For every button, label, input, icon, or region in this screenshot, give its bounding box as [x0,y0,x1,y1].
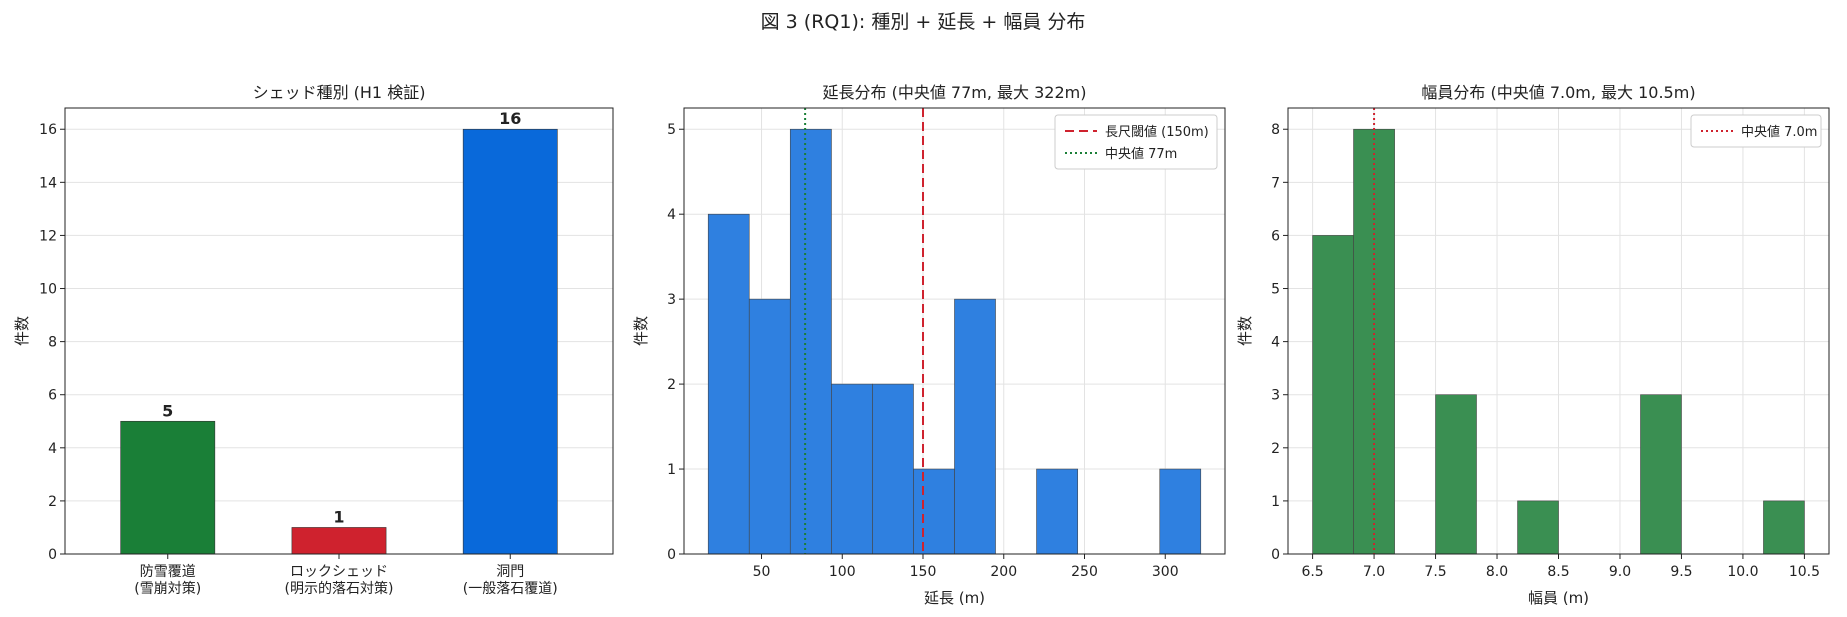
figure-title: 図 3 (RQ1): 種別 + 延長 + 幅員 分布 [761,11,1086,33]
y-tick-label: 10 [39,282,57,298]
bar-value-label: 5 [162,401,173,420]
x-tick-label: 100 [829,564,856,580]
x-tick-label: 300 [1152,564,1179,580]
y-tick-label: 2 [48,494,57,510]
legend: 中央値 7.0m [1690,114,1822,148]
y-tick-label: 3 [1271,388,1280,404]
panel-shed-type: 0 2 4 6 8 10 12 14 16 5 防雪覆道(雪崩対策) 1 ロックシェッド(明示的落石対策… [13,83,614,597]
y-tick-label: 5 [1271,282,1280,298]
histogram-bar [831,383,873,555]
histogram-bar [1353,128,1395,555]
histogram-bar [1640,394,1682,555]
y-tick-label: 4 [667,207,676,223]
y-tick-label: 5 [667,122,676,138]
x-tick-label: 150 [910,564,937,580]
bar-value-label: 1 [333,507,344,526]
plot-frame [683,107,1226,555]
y-tick-label: 1 [1271,494,1280,510]
x-tick-label: 6.5 [1301,564,1323,580]
legend-entry: 中央値 77m [1105,146,1177,162]
histogram-bar [913,468,955,555]
y-tick-label: 1 [667,462,676,478]
x-axis-label: 延長 (m) [924,589,985,607]
x-tick-label: 洞門 [496,564,524,580]
histogram-bar [1312,235,1354,555]
y-tick-label: 6 [48,388,57,404]
y-tick-label: 2 [1271,441,1280,457]
histogram-bar [1435,394,1477,555]
y-tick-label: 2 [667,377,676,393]
x-tick-label: 防雪覆道 [140,564,196,580]
x-tick-label: 8.5 [1547,564,1569,580]
x-tick-label: 10.5 [1789,564,1820,580]
x-tick-label: 7.0 [1363,564,1385,580]
y-tick-label: 7 [1271,175,1280,191]
x-tick-label: 9.5 [1670,564,1692,580]
histogram-bar [707,213,750,555]
x-tick-label: 200 [990,564,1017,580]
bar [291,527,387,555]
histogram-bar [954,298,996,555]
x-tick-label: 50 [753,564,771,580]
y-axis-label: 件数 [632,316,650,346]
histogram-bar [1036,468,1079,555]
y-tick-label: 0 [667,547,676,563]
bar [120,420,216,555]
x-tick-label: ロックシェッド [290,564,388,580]
x-tick-label: 9.0 [1609,564,1631,580]
histogram-bar [1159,468,1202,555]
histogram-bar [872,383,914,555]
histogram-bar [1763,500,1805,555]
plot-frame [1287,107,1830,555]
y-axis-label: 件数 [1236,316,1254,346]
bar [462,128,558,555]
y-tick-label: 0 [48,547,57,563]
y-tick-label: 8 [1271,122,1280,138]
y-tick-label: 8 [48,335,57,351]
legend: 長尺閾値 (150m) 中央値 77m [1054,114,1218,170]
legend-entry: 長尺閾値 (150m) [1105,124,1209,140]
panel-title: 幅員分布 (中央値 7.0m, 最大 10.5m) [1421,83,1695,102]
panel-title: シェッド種別 (H1 検証) [253,83,426,102]
y-axis-label: 件数 [13,316,31,346]
legend-box [1690,114,1822,148]
panel-width-histogram: 0 1 2 3 4 5 6 7 8 6.5 7.0 7.5 8.0 8.5 9.0 9.5 10.0 10.5 中央… [1236,83,1830,607]
y-tick-label: 4 [1271,335,1280,351]
x-tick-label: (一般落石覆道) [463,581,558,597]
bar-value-label: 16 [499,109,521,128]
legend-box [1054,114,1218,170]
plot-frame [64,107,614,555]
histogram-bar [789,128,832,555]
histogram-bar [1517,500,1559,555]
x-tick-label: 8.0 [1486,564,1508,580]
y-tick-label: 6 [1271,228,1280,244]
histogram-bar [748,298,791,555]
panel-title: 延長分布 (中央値 77m, 最大 322m) [823,83,1087,102]
y-tick-label: 14 [39,175,57,191]
legend-entry: 中央値 7.0m [1741,124,1817,140]
panel-length-histogram: 0 1 2 3 4 5 50 100 150 200 250 300 長尺閾値 (150m) 中央値 77… [632,83,1226,607]
x-tick-label: 250 [1071,564,1098,580]
x-tick-label: (明示的落石対策) [285,580,394,597]
y-tick-label: 12 [39,228,57,244]
x-tick-label: 7.5 [1424,564,1446,580]
x-tick-label: 10.0 [1727,564,1758,580]
y-tick-label: 4 [48,441,57,457]
x-axis-label: 幅員 (m) [1528,589,1589,607]
y-tick-label: 0 [1271,547,1280,563]
y-tick-label: 3 [667,292,676,308]
y-tick-label: 16 [39,122,57,138]
x-tick-label: (雪崩対策) [134,580,201,597]
